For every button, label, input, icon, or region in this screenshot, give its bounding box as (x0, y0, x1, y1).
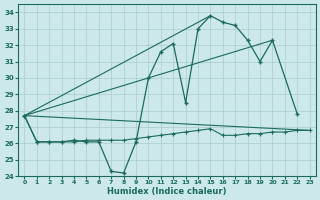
X-axis label: Humidex (Indice chaleur): Humidex (Indice chaleur) (107, 187, 227, 196)
